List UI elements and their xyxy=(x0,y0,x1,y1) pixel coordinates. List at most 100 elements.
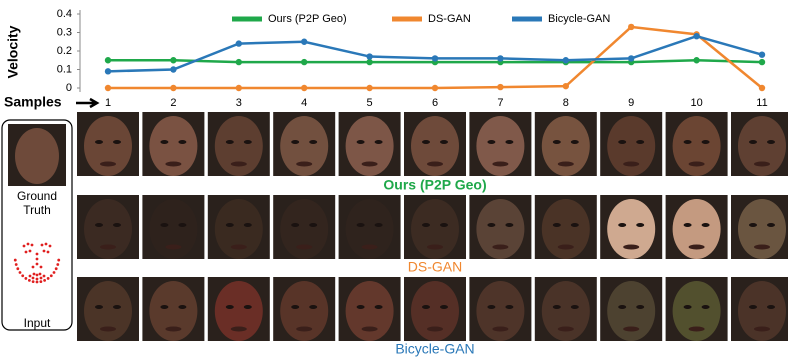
eye xyxy=(636,140,645,144)
eye xyxy=(160,305,169,309)
eye xyxy=(570,140,579,144)
x-tick-label: 8 xyxy=(563,97,569,109)
face-image xyxy=(600,195,663,259)
face xyxy=(738,116,786,176)
row-label: Ours (P2P Geo) xyxy=(383,177,486,193)
x-tick-label: 3 xyxy=(236,97,242,109)
face-image xyxy=(77,112,139,176)
landmark xyxy=(24,277,28,280)
landmark xyxy=(31,265,35,269)
mouth xyxy=(688,326,705,332)
mouth xyxy=(623,244,640,250)
mouth xyxy=(296,161,313,167)
mouth xyxy=(754,161,770,167)
y-tick-label: 0.4 xyxy=(57,8,72,20)
mouth xyxy=(296,326,313,332)
face-image xyxy=(534,277,597,341)
point xyxy=(235,84,242,92)
landmark xyxy=(42,274,46,278)
face xyxy=(541,116,590,176)
x-tick-label: 5 xyxy=(367,97,373,109)
landmark xyxy=(38,272,42,276)
face-image xyxy=(404,277,466,341)
eye xyxy=(505,223,514,227)
eye xyxy=(422,223,430,227)
legend-label: Bicycle-GAN xyxy=(548,13,610,25)
face xyxy=(411,116,459,176)
point xyxy=(170,84,177,92)
point xyxy=(758,58,766,66)
point xyxy=(497,83,504,91)
eye xyxy=(374,223,383,227)
eye xyxy=(767,140,775,144)
eye xyxy=(291,223,300,227)
eye xyxy=(505,305,514,309)
mouth xyxy=(100,244,116,250)
face xyxy=(738,281,786,341)
landmark xyxy=(26,242,30,246)
input-label: Input xyxy=(23,316,51,330)
landmark xyxy=(31,276,35,280)
face xyxy=(672,116,721,176)
eye xyxy=(95,140,103,144)
point xyxy=(562,57,569,64)
face xyxy=(541,199,590,259)
eye xyxy=(374,140,383,144)
face xyxy=(607,281,656,341)
face xyxy=(345,281,394,341)
face xyxy=(738,199,786,259)
eye xyxy=(767,223,775,227)
eye xyxy=(440,140,448,144)
eye xyxy=(701,223,710,227)
eye xyxy=(309,223,318,227)
mouth xyxy=(688,161,705,167)
x-tick-label: 10 xyxy=(690,97,702,109)
landmark xyxy=(46,250,50,254)
mouth xyxy=(688,244,705,250)
eye xyxy=(683,140,692,144)
x-tick-label: 7 xyxy=(497,97,503,109)
point xyxy=(104,68,112,75)
eye xyxy=(309,140,318,144)
landmark xyxy=(21,274,25,278)
point xyxy=(170,66,177,73)
mouth xyxy=(100,161,116,167)
eye xyxy=(570,223,579,227)
mouth xyxy=(296,244,313,250)
legend-label: DS-GAN xyxy=(428,13,471,25)
face xyxy=(84,281,132,341)
eye xyxy=(701,305,710,309)
x-tick-label: 2 xyxy=(170,97,176,109)
landmark xyxy=(46,277,50,280)
samples-arrow xyxy=(76,97,100,109)
face xyxy=(280,199,329,259)
point xyxy=(628,23,635,31)
point xyxy=(366,53,373,60)
mouth xyxy=(230,244,247,250)
landmark xyxy=(30,243,34,247)
landmark xyxy=(43,278,47,282)
point xyxy=(104,84,112,92)
series-line xyxy=(107,34,763,73)
eye xyxy=(178,223,187,227)
face-image xyxy=(338,195,401,259)
face-image xyxy=(207,112,270,176)
x-tick-label: 1 xyxy=(105,97,111,109)
eye xyxy=(487,223,496,227)
mouth xyxy=(165,326,182,332)
mouth xyxy=(557,326,574,332)
eye xyxy=(356,305,365,309)
row-label: DS-GAN xyxy=(408,259,462,275)
landmark xyxy=(32,272,36,276)
eye xyxy=(636,223,645,227)
landmark xyxy=(48,244,52,248)
landmark xyxy=(35,280,39,284)
landmark xyxy=(57,258,61,262)
point xyxy=(693,57,700,64)
face xyxy=(476,281,525,341)
eye xyxy=(440,305,448,309)
eye xyxy=(618,305,627,309)
face-image xyxy=(665,112,728,176)
mouth xyxy=(492,326,509,332)
face-image xyxy=(142,277,205,341)
